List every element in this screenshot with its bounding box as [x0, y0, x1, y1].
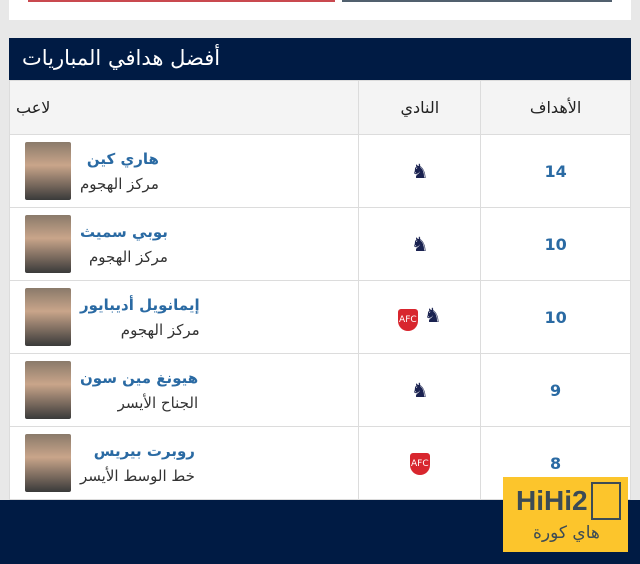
previous-card: [9, 0, 631, 20]
top-scorers-table: لاعب النادي الأهداف هاري كين مركز الهجوم …: [8, 80, 631, 500]
club-cell: ♞: [358, 353, 482, 427]
hihi2-logo: HiHi2 هاي كورة: [503, 477, 628, 552]
goals-value: 10: [480, 207, 631, 281]
player-position: مركز الهجوم: [80, 174, 159, 193]
table-row: هيونغ مين سون الجناح الأيسر ♞ 9: [8, 353, 631, 427]
player-position: مركز الهجوم: [89, 247, 168, 266]
club-cell: ♞: [358, 207, 482, 281]
goals-value: 9: [480, 353, 631, 427]
player-photo[interactable]: [25, 142, 71, 200]
player-photo[interactable]: [25, 434, 71, 492]
table-row: هاري كين مركز الهجوم ♞ 14: [8, 134, 631, 208]
player-name-link[interactable]: روبرت بيريس: [93, 441, 195, 460]
player-position: خط الوسط الأيسر: [80, 466, 195, 485]
header-goals: الأهداف: [480, 80, 631, 135]
club-cell: ♞: [358, 134, 482, 208]
player-position: الجناح الأيسر: [117, 393, 199, 412]
arsenal-crest-icon[interactable]: AFC: [409, 453, 430, 475]
goals-value: 10: [480, 280, 631, 354]
tab-indicator-left: [28, 0, 335, 2]
tottenham-crest-icon[interactable]: ♞: [410, 232, 429, 256]
header-club: النادي: [358, 80, 482, 135]
header-player: لاعب: [8, 80, 360, 135]
tottenham-crest-icon[interactable]: ♞: [410, 378, 429, 402]
club-cell: AFC: [358, 426, 482, 500]
tab-indicator-right: [342, 0, 612, 2]
club-cell: AFC ♞: [358, 280, 482, 354]
player-name-link[interactable]: هاري كين: [86, 149, 159, 168]
player-photo[interactable]: [25, 361, 71, 419]
player-name-link[interactable]: إيمانويل أديبايور: [80, 295, 200, 314]
table-row: بوبي سميث مركز الهجوم ♞ 10: [8, 207, 631, 281]
goals-value: 14: [480, 134, 631, 208]
table-row: إيمانويل أديبايور مركز الهجوم AFC ♞ 10: [8, 280, 631, 354]
tottenham-crest-icon[interactable]: ♞: [423, 303, 442, 327]
player-name-link[interactable]: هيونغ مين سون: [80, 368, 199, 387]
player-position: مركز الهجوم: [120, 320, 200, 339]
tottenham-crest-icon[interactable]: ♞: [410, 159, 429, 183]
arsenal-crest-icon[interactable]: AFC: [397, 309, 418, 331]
player-photo[interactable]: [25, 215, 71, 273]
widget-title: أفضل هدافي المباريات: [22, 46, 221, 70]
player-name-link[interactable]: بوبي سميث: [80, 222, 168, 241]
player-photo[interactable]: [25, 288, 71, 346]
widget-title-bar: أفضل هدافي المباريات: [9, 38, 631, 80]
